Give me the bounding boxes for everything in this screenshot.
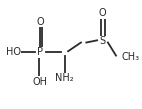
Text: O: O (99, 8, 106, 18)
Text: S: S (99, 36, 106, 46)
Text: P: P (37, 47, 43, 57)
Text: OH: OH (33, 77, 48, 87)
Text: HO: HO (6, 47, 21, 57)
Text: NH₂: NH₂ (55, 73, 74, 83)
Text: O: O (37, 17, 44, 27)
Text: CH₃: CH₃ (121, 52, 140, 62)
